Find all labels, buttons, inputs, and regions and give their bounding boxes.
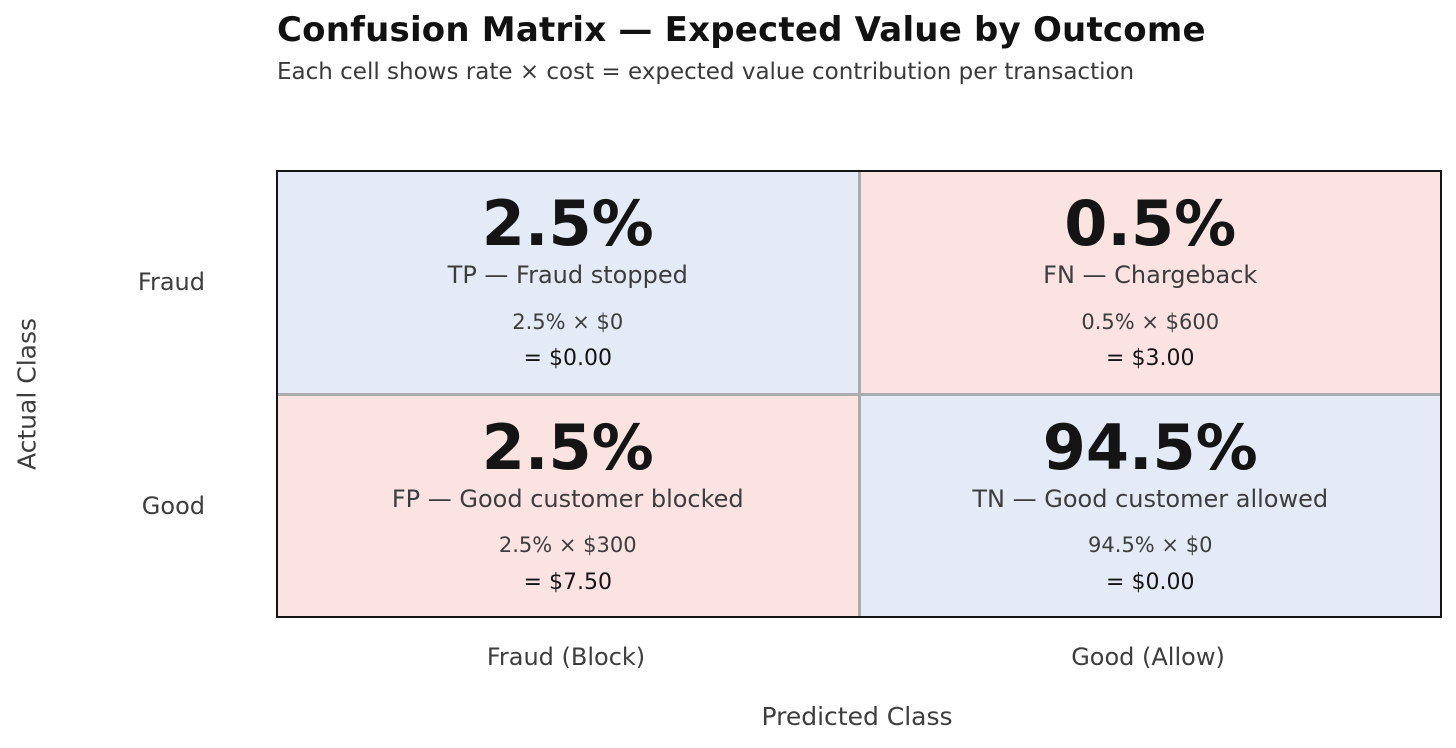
cell-calc: 2.5% × $0: [512, 309, 624, 334]
cell-calc: 0.5% × $600: [1081, 309, 1220, 334]
matrix-cell-tn: 94.5% TN — Good customer allowed 94.5% ×…: [860, 395, 1440, 616]
cell-result: = $7.50: [523, 569, 612, 595]
cell-label: FN — Chargeback: [1043, 261, 1258, 290]
col-label-good-allow: Good (Allow): [1071, 643, 1225, 671]
cell-rate: 0.5%: [1064, 187, 1237, 261]
cell-label: FP — Good customer blocked: [391, 484, 744, 513]
cell-result: = $0.00: [1106, 569, 1195, 595]
matrix-cell-fn: 0.5% FN — Chargeback 0.5% × $600 = $3.00: [860, 172, 1440, 393]
cell-label: TP — Fraud stopped: [447, 261, 688, 290]
y-axis-label: Actual Class: [12, 317, 42, 471]
cell-calc: 94.5% × $0: [1088, 533, 1213, 558]
chart-subtitle: Each cell shows rate × cost = expected v…: [277, 59, 1135, 85]
cell-calc: 2.5% × $300: [498, 533, 637, 558]
row-label-good: Good: [141, 492, 205, 520]
cell-result: = $3.00: [1106, 346, 1195, 371]
chart-title: Confusion Matrix — Expected Value by Out…: [277, 10, 1206, 50]
cell-rate: 2.5%: [481, 187, 654, 261]
col-label-fraud-block: Fraud (Block): [486, 643, 646, 671]
cell-rate: 94.5%: [1042, 410, 1258, 484]
matrix-cell-fp: 2.5% FP — Good customer blocked 2.5% × $…: [278, 395, 858, 616]
cell-rate: 2.5%: [481, 410, 654, 484]
x-axis-label: Predicted Class: [761, 702, 953, 731]
matrix-cell-tp: 2.5% TP — Fraud stopped 2.5% × $0 = $0.0…: [278, 172, 858, 393]
cell-result: = $0.00: [523, 346, 612, 371]
row-label-fraud: Fraud: [137, 268, 205, 296]
confusion-matrix-grid: 2.5% TP — Fraud stopped 2.5% × $0 = $0.0…: [276, 170, 1442, 618]
cell-label: TN — Good customer allowed: [972, 484, 1329, 513]
